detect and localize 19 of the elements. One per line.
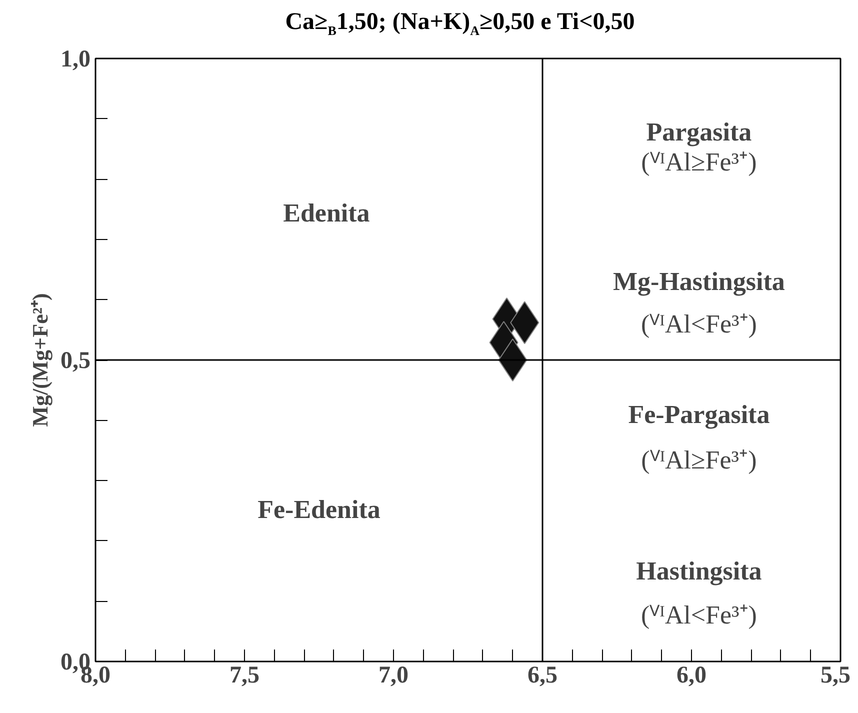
y-tick-label: 0,5 <box>60 348 90 374</box>
x-tick-label: 7,5 <box>230 662 260 688</box>
annotation: (ⱽᴵAl<Fe³⁺) <box>640 600 757 630</box>
annotation: Hastingsita <box>636 556 762 586</box>
chart-title: Ca≥$_{B}$1,50; (Na+K)$_{A}$≥0,50 e Ti<0,50 <box>285 8 635 40</box>
annotation: Fe-Edenita <box>258 495 380 524</box>
x-tick-label: 6,5 <box>528 662 558 688</box>
annotation: Fe-Pargasita <box>628 400 770 429</box>
annotation: Edenita <box>283 198 370 228</box>
x-tick-label: 6,0 <box>676 662 706 688</box>
x-tick-label: 5,5 <box>820 662 850 688</box>
annotation: (ⱽᴵAl<Fe³⁺) <box>640 309 757 338</box>
annotation: Pargasita <box>646 118 752 147</box>
annotation: Mg-Hastingsita <box>613 267 785 296</box>
x-tick-label: 7,0 <box>378 662 408 688</box>
y-axis-title: Mg/(Mg+Fe²⁺) <box>28 293 52 427</box>
annotation: (ⱽᴵAl≥Fe³⁺) <box>641 446 757 475</box>
annotation: (ⱽᴵAl≥Fe³⁺) <box>641 148 757 177</box>
y-tick-label: 1,0 <box>60 46 90 72</box>
